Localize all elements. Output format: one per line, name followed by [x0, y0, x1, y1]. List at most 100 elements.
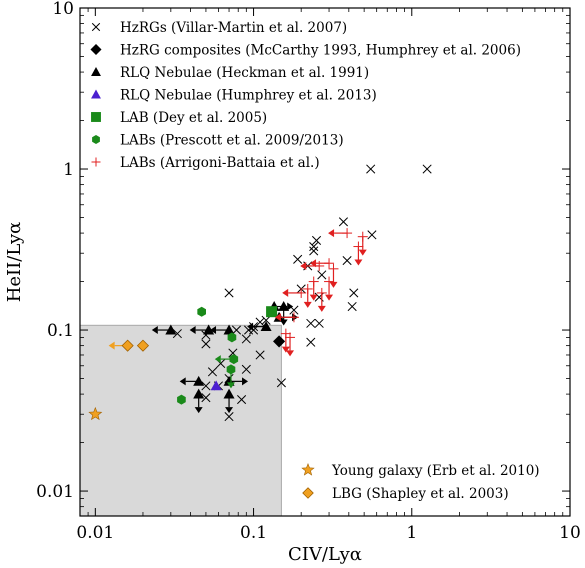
- data-point: [366, 164, 376, 174]
- x-stroke: [338, 217, 349, 227]
- legend-marker: [92, 135, 100, 144]
- legend-marker: [91, 22, 101, 32]
- x-stroke: [228, 348, 238, 358]
- x-stroke: [306, 337, 316, 347]
- legend-label: LAB (Dey et al. 2005): [120, 110, 267, 126]
- data-point: [227, 332, 237, 343]
- hexagon-shape: [197, 306, 206, 317]
- diamond-shape: [90, 43, 102, 56]
- data-point: [266, 306, 278, 318]
- upper-limit-arrow-head: [179, 377, 186, 386]
- legend-label: LABs (Arrigoni-Battaia et al.): [120, 155, 320, 171]
- x-stroke: [289, 305, 299, 315]
- x-stroke: [201, 339, 211, 349]
- triangle-shape: [203, 324, 215, 335]
- square-shape: [91, 112, 101, 122]
- data-point: [241, 334, 251, 344]
- upper-limit-arrow-head: [310, 259, 317, 268]
- triangle-shape: [91, 67, 101, 76]
- x-stroke: [422, 164, 432, 174]
- data-point: [288, 312, 299, 323]
- x-tick-label: 10: [559, 523, 581, 543]
- x-stroke: [347, 301, 357, 312]
- triangle-shape: [193, 375, 205, 386]
- legend-marker: [90, 43, 102, 56]
- data-point: [229, 354, 239, 365]
- upper-limit-arrow-head: [317, 305, 326, 312]
- upper-limit-arrow-head: [303, 301, 312, 308]
- x-stroke: [317, 270, 327, 280]
- x-stroke: [255, 317, 265, 327]
- data-point: [207, 367, 218, 377]
- x-stroke: [231, 325, 242, 335]
- data-point: [314, 260, 325, 271]
- x-stroke: [342, 256, 352, 266]
- data-point: [255, 350, 265, 360]
- data-point: [273, 335, 286, 348]
- data-point: [311, 235, 322, 246]
- data-point: [210, 380, 222, 391]
- data-point: [177, 394, 186, 405]
- x-stroke: [314, 318, 324, 328]
- data-point: [237, 395, 247, 405]
- triangle-shape: [223, 324, 235, 335]
- data-point: [293, 254, 303, 264]
- x-stroke: [224, 288, 234, 298]
- series-7: [88, 406, 103, 421]
- upper-limit-arrow-head: [328, 229, 335, 238]
- upper-limit-arrow-head: [189, 326, 196, 335]
- legend-label: Young galaxy (Erb et al. 2010): [331, 463, 540, 479]
- x-stroke: [349, 288, 359, 298]
- x-stroke: [201, 393, 211, 403]
- upper-limit-arrow-head: [194, 407, 203, 414]
- legend-label: LBG (Shapley et al. 2003): [332, 486, 509, 502]
- legend-marker: [91, 112, 101, 122]
- x-tick-label: 0.01: [76, 523, 114, 543]
- legend-marker: [91, 89, 101, 99]
- legend-label: HzRG composites (McCarthy 1993, Humphrey…: [120, 43, 521, 59]
- x-stroke: [366, 164, 376, 174]
- x-stroke: [309, 241, 319, 252]
- legend-marker: [302, 487, 314, 499]
- data-point: [349, 288, 359, 298]
- data-point: [203, 324, 215, 335]
- x-axis-label: CIV/Lyα: [288, 544, 362, 565]
- x-stroke: [172, 329, 182, 339]
- upper-limit-arrow-head: [210, 326, 217, 335]
- data-point: [224, 288, 234, 298]
- x-stroke: [367, 230, 377, 240]
- legend-label: RLQ Nebulae (Humphrey et al. 2013): [120, 88, 377, 104]
- legend-label: LABs (Prescott et al. 2009/2013): [120, 133, 344, 149]
- upper-limit-arrow-head: [300, 261, 307, 270]
- data-point: [314, 318, 324, 328]
- x-stroke: [241, 364, 251, 374]
- series-6: [274, 228, 368, 357]
- data-point: [201, 393, 211, 403]
- diamond-shape: [121, 339, 134, 352]
- y-tick-label: 0.1: [47, 321, 74, 341]
- data-point: [328, 263, 339, 274]
- hexagon-shape: [177, 394, 186, 405]
- triangle-shape: [193, 388, 205, 399]
- legend-marker: [91, 67, 101, 76]
- y-axis-label: HeII/Lyα: [4, 222, 25, 303]
- star-shape: [301, 462, 315, 476]
- diamond-shape: [136, 339, 150, 352]
- triangle-shape: [223, 388, 235, 399]
- x-stroke: [309, 246, 319, 256]
- upper-limit-arrow-head: [329, 281, 338, 288]
- data-point: [316, 287, 327, 298]
- square-shape: [266, 306, 278, 318]
- upper-limit-arrow-head: [309, 294, 318, 301]
- hexagon-shape: [229, 354, 239, 365]
- series-4: [266, 306, 278, 318]
- legend-marker: [91, 157, 101, 167]
- upper-limit-arrow-head: [281, 346, 290, 353]
- triangle-shape: [210, 380, 222, 391]
- data-point: [367, 230, 377, 240]
- hexagon-shape: [92, 135, 100, 144]
- legend-layer: HzRGs (Villar-Martin et al. 2007) HzRG co…: [90, 20, 540, 502]
- y-tick-label: 1: [63, 160, 74, 180]
- upper-limit-arrow-head: [247, 322, 254, 331]
